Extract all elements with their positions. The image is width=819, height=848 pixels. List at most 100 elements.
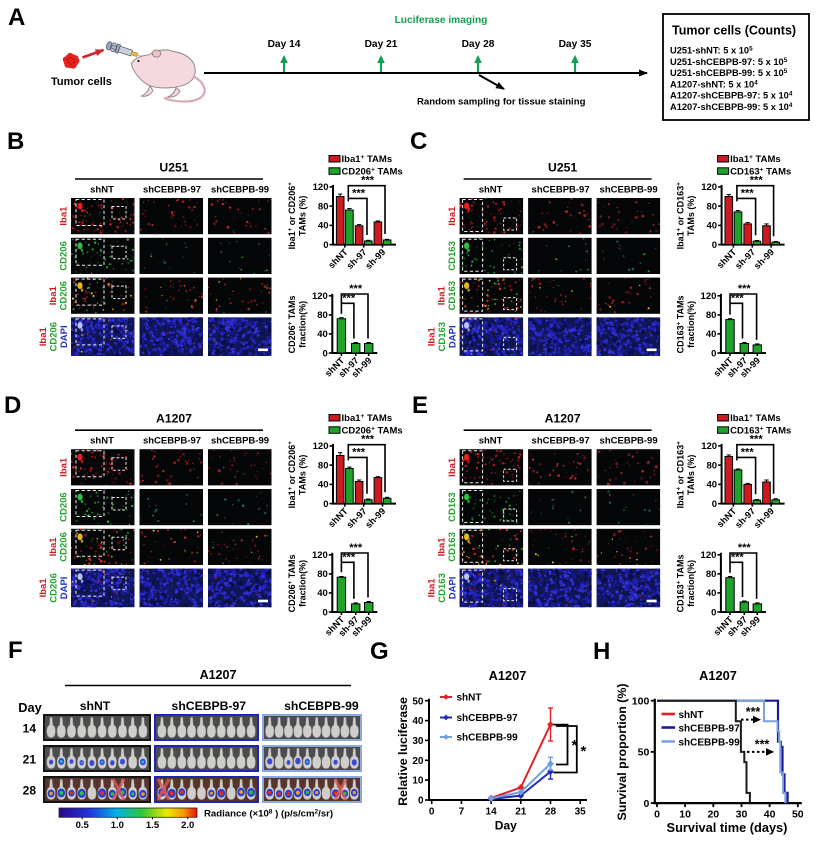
svg-text:***: ***	[750, 175, 764, 187]
svg-text:***: ***	[361, 434, 375, 446]
svg-text:Tumor cells (Counts): Tumor cells (Counts)	[672, 24, 796, 38]
svg-text:0: 0	[323, 607, 328, 618]
svg-text:fraction(%): fraction(%)	[298, 560, 308, 607]
svg-text:A1207-shCEBPB-99: 5 x 104: A1207-shCEBPB-99: 5 x 104	[670, 102, 793, 112]
svg-text:Tumor cells: Tumor cells	[51, 76, 112, 88]
svg-text:Iba1+ or CD206+: Iba1+ or CD206+	[287, 441, 297, 509]
svg-text:Iba1: Iba1	[59, 206, 70, 226]
svg-text:DAPI: DAPI	[448, 325, 459, 348]
svg-text:shCEBPB-97: shCEBPB-97	[143, 184, 201, 195]
svg-text:***: ***	[738, 283, 752, 295]
svg-text:shCEBPB-99: shCEBPB-99	[600, 436, 658, 447]
svg-text:Day 28: Day 28	[462, 39, 495, 50]
svg-text:Iba1: Iba1	[48, 285, 59, 305]
svg-text:Day 35: Day 35	[559, 39, 592, 50]
svg-text:CD206: CD206	[49, 573, 60, 603]
svg-text:0: 0	[323, 499, 328, 510]
svg-text:CD206: CD206	[59, 281, 70, 311]
svg-text:120: 120	[701, 182, 717, 193]
svg-text:40: 40	[317, 588, 328, 599]
svg-text:D: D	[4, 392, 21, 419]
svg-text:shNT: shNT	[479, 436, 503, 447]
svg-text:40: 40	[706, 329, 717, 340]
svg-text:120: 120	[312, 550, 328, 561]
svg-text:Random sampling for tissue sta: Random sampling for tissue staining	[417, 97, 586, 108]
svg-text:***: ***	[741, 187, 755, 199]
svg-text:40: 40	[317, 329, 328, 340]
svg-text:G: G	[370, 638, 389, 665]
svg-text:0: 0	[323, 348, 328, 359]
svg-text:B: B	[7, 128, 24, 155]
svg-text:40: 40	[318, 221, 329, 232]
svg-text:H: H	[593, 638, 610, 665]
svg-text:TAMs (%): TAMs (%)	[298, 455, 308, 495]
svg-text:Day 14: Day 14	[268, 39, 301, 50]
svg-text:shCEBPB-97: shCEBPB-97	[532, 184, 590, 195]
svg-text:A1207: A1207	[156, 412, 192, 426]
svg-text:fraction(%): fraction(%)	[686, 301, 696, 348]
svg-text:120: 120	[313, 182, 329, 193]
svg-text:Iba1: Iba1	[427, 326, 438, 346]
svg-text:Iba1: Iba1	[38, 578, 49, 598]
svg-text:A1207-shCEBPB-97: 5 x 104: A1207-shCEBPB-97: 5 x 104	[670, 91, 793, 101]
svg-text:0: 0	[712, 240, 717, 251]
svg-text:F: F	[8, 637, 23, 664]
svg-text:Iba1: Iba1	[437, 285, 448, 305]
svg-text:CD163: CD163	[447, 281, 458, 311]
svg-text:TAMs (%): TAMs (%)	[298, 196, 308, 236]
svg-text:Luciferase imaging: Luciferase imaging	[395, 15, 488, 26]
svg-text:80: 80	[318, 201, 329, 212]
svg-text:Iba1: Iba1	[38, 326, 49, 346]
svg-text:Iba1+ or CD163+: Iba1+ or CD163+	[676, 182, 686, 250]
svg-text:Iba1+ TAMs: Iba1+ TAMs	[342, 154, 393, 165]
svg-text:80: 80	[318, 460, 329, 471]
svg-text:CD206: CD206	[59, 532, 70, 562]
svg-text:Iba1+ TAMs: Iba1+ TAMs	[730, 154, 781, 165]
svg-text:DAPI: DAPI	[59, 577, 70, 600]
svg-text:shCEBPB-99: shCEBPB-99	[600, 184, 658, 195]
svg-text:Iba1+ or CD206+: Iba1+ or CD206+	[287, 182, 297, 250]
svg-text:U251: U251	[159, 161, 188, 175]
svg-text:shNT: shNT	[90, 184, 114, 195]
svg-text:E: E	[412, 392, 428, 419]
svg-text:40: 40	[318, 480, 329, 491]
svg-text:***: ***	[349, 283, 363, 295]
svg-text:80: 80	[706, 310, 717, 321]
svg-text:DAPI: DAPI	[59, 325, 70, 348]
svg-text:0: 0	[711, 348, 716, 359]
svg-text:shNT: shNT	[479, 184, 503, 195]
svg-text:A: A	[8, 4, 25, 31]
svg-text:80: 80	[317, 310, 328, 321]
svg-text:Day 21: Day 21	[365, 39, 398, 50]
svg-text:shNT: shNT	[90, 436, 114, 447]
svg-text:U251-shNT: 5 x 105: U251-shNT: 5 x 105	[670, 46, 753, 56]
svg-text:***: ***	[352, 446, 366, 458]
svg-text:U251-shCEBPB-97: 5 x 105: U251-shCEBPB-97: 5 x 105	[670, 57, 788, 67]
svg-text:TAMs (%): TAMs (%)	[686, 196, 696, 236]
svg-text:CD206: CD206	[59, 492, 70, 522]
svg-text:80: 80	[707, 201, 718, 212]
svg-text:CD163: CD163	[447, 241, 458, 271]
svg-text:fraction(%): fraction(%)	[298, 301, 308, 348]
svg-text:120: 120	[701, 291, 717, 302]
svg-text:***: ***	[349, 542, 363, 554]
svg-text:shCEBPB-97: shCEBPB-97	[532, 436, 590, 447]
svg-text:40: 40	[707, 221, 718, 232]
svg-text:120: 120	[312, 291, 328, 302]
svg-text:U251: U251	[548, 161, 577, 175]
svg-text:Iba1: Iba1	[48, 537, 59, 557]
svg-text:U251-shCEBPB-99: 5 x 105: U251-shCEBPB-99: 5 x 105	[670, 68, 788, 78]
svg-text:Iba1: Iba1	[447, 206, 458, 226]
svg-text:shCEBPB-97: shCEBPB-97	[143, 436, 201, 447]
svg-text:A1207-shNT: 5 x 104: A1207-shNT: 5 x 104	[670, 79, 758, 89]
svg-text:A1207: A1207	[545, 412, 581, 426]
svg-text:Iba1+ TAMs: Iba1+ TAMs	[342, 413, 393, 424]
svg-text:0: 0	[323, 240, 328, 251]
svg-text:shCEBPB-99: shCEBPB-99	[211, 436, 269, 447]
svg-text:Iba1: Iba1	[59, 457, 70, 477]
svg-text:***: ***	[361, 175, 375, 187]
svg-text:shCEBPB-99: shCEBPB-99	[211, 184, 269, 195]
svg-text:CD206: CD206	[59, 241, 70, 271]
svg-text:80: 80	[317, 569, 328, 580]
svg-text:CD163: CD163	[437, 322, 448, 352]
